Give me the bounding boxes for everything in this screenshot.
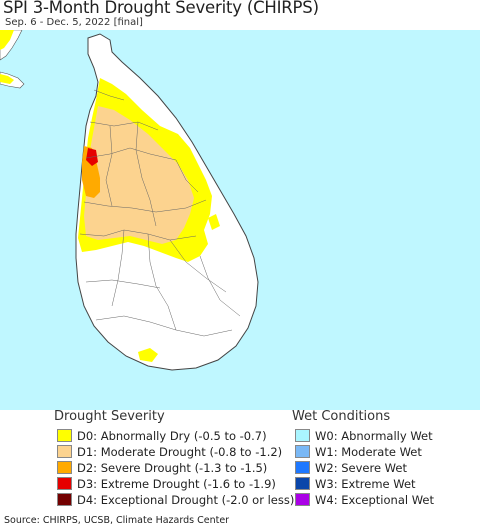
- legend-w0-swatch: [295, 429, 310, 442]
- legend-d3: D3: Extreme Drought (-1.6 to -1.9): [57, 476, 276, 491]
- legend-d2-swatch: [57, 461, 72, 474]
- india-dry-area: [0, 30, 14, 50]
- legend-d1-label: D1: Moderate Drought (-0.8 to -1.2): [77, 444, 283, 459]
- legend-w2-label: W2: Severe Wet: [315, 460, 407, 475]
- legend-w0-label: W0: Abnormally Wet: [315, 428, 433, 443]
- legend-w0: W0: Abnormally Wet: [295, 428, 433, 443]
- ocean-area: [0, 30, 480, 410]
- d0-south-patch: [138, 348, 158, 362]
- legend-d3-label: D3: Extreme Drought (-1.6 to -1.9): [77, 476, 276, 491]
- map-title: SPI 3-Month Drought Severity (CHIRPS): [3, 0, 319, 17]
- legend-d4-label: D4: Exceptional Drought (-2.0 or less): [77, 492, 295, 507]
- legend-w1: W1: Moderate Wet: [295, 444, 422, 459]
- legend-w3: W3: Extreme Wet: [295, 476, 416, 491]
- d0-east-patch: [208, 214, 220, 230]
- legend-d2-label: D2: Severe Drought (-1.3 to -1.5): [77, 460, 268, 475]
- legend-w1-label: W1: Moderate Wet: [315, 444, 422, 459]
- legend-d4-swatch: [57, 493, 72, 506]
- drought-map: [0, 30, 480, 410]
- legend-d1: D1: Moderate Drought (-0.8 to -1.2): [57, 444, 282, 459]
- legend-w3-label: W3: Extreme Wet: [315, 476, 416, 491]
- d1-moderate-drought-zone: [84, 106, 194, 244]
- legend-w2: W2: Severe Wet: [295, 460, 407, 475]
- legend-d1-swatch: [57, 445, 72, 458]
- legend-d0: D0: Abnormally Dry (-0.5 to -0.7): [57, 428, 267, 443]
- legend-w2-swatch: [295, 461, 310, 474]
- wet-legend-title: Wet Conditions: [292, 409, 391, 424]
- legend-w4-swatch: [295, 493, 310, 506]
- legend-w4: W4: Exceptional Wet: [295, 492, 434, 507]
- legend-d4: D4: Exceptional Drought (-2.0 or less): [57, 492, 294, 507]
- legend-w4-label: W4: Exceptional Wet: [315, 492, 434, 507]
- map-subtitle: Sep. 6 - Dec. 5, 2022 [final]: [5, 17, 143, 28]
- legend-d2: D2: Severe Drought (-1.3 to -1.5): [57, 460, 267, 475]
- legend-w3-swatch: [295, 477, 310, 490]
- india-coast-dry: [0, 74, 14, 84]
- district-boundaries: [79, 89, 241, 337]
- legend-d0-swatch: [57, 429, 72, 442]
- legend-d3-swatch: [57, 477, 72, 490]
- legend-d0-label: D0: Abnormally Dry (-0.5 to -0.7): [77, 428, 267, 443]
- legend-w1-swatch: [295, 445, 310, 458]
- source-credit: Source: CHIRPS, UCSB, Climate Hazards Ce…: [4, 515, 230, 526]
- drought-legend-title: Drought Severity: [54, 409, 165, 424]
